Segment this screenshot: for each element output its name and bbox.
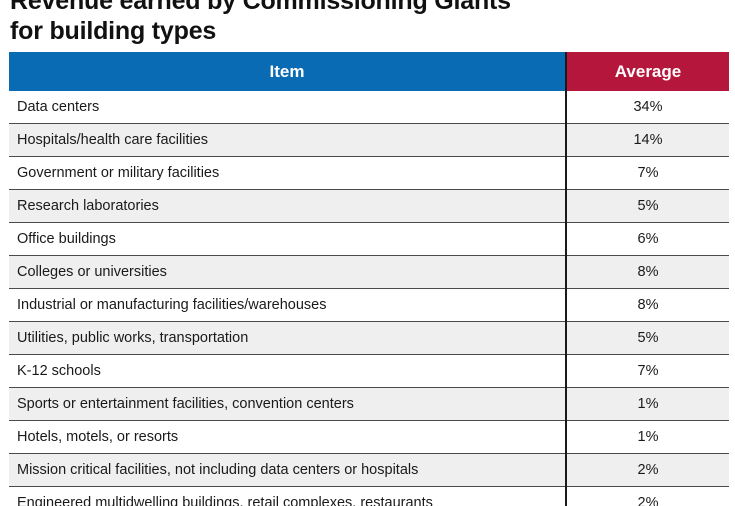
average-cell: 14% xyxy=(566,123,729,157)
average-cell: 7% xyxy=(566,354,729,388)
table-row: Hospitals/health care facilities 14% xyxy=(9,123,729,157)
table-row: Hotels, motels, or resorts 1% xyxy=(9,420,729,454)
item-cell: Sports or entertainment facilities, conv… xyxy=(9,387,567,421)
average-cell: 5% xyxy=(566,321,729,355)
table-row: K-12 schools 7% xyxy=(9,354,729,388)
average-cell: 34% xyxy=(566,91,729,124)
figure-title: Revenue earned by Commissioning Giants f… xyxy=(10,0,511,46)
table-row: Data centers 34% xyxy=(9,91,729,124)
table-row: Office buildings 6% xyxy=(9,222,729,256)
table-row: Mission critical facilities, not includi… xyxy=(9,453,729,487)
column-header-item: Item xyxy=(9,52,567,91)
table-row: Research laboratories 5% xyxy=(9,189,729,223)
table-row: Sports or entertainment facilities, conv… xyxy=(9,387,729,421)
figure-title-line-1: Revenue earned by Commissioning Giants xyxy=(10,0,511,15)
average-cell: 6% xyxy=(566,222,729,256)
table-row: Utilities, public works, transportation 5… xyxy=(9,321,729,355)
average-cell: 1% xyxy=(566,420,729,454)
table-row: Engineered multidwelling buildings, reta… xyxy=(9,486,729,506)
table-row: Industrial or manufacturing facilities/w… xyxy=(9,288,729,322)
item-cell: Mission critical facilities, not includi… xyxy=(9,453,567,487)
item-cell: Government or military facilities xyxy=(9,156,567,190)
column-header-average: Average xyxy=(566,52,729,91)
revenue-table: Item Average Data centers 34% Hospitals/he… xyxy=(9,52,729,506)
average-cell: 2% xyxy=(566,486,729,506)
item-cell: Utilities, public works, transportation xyxy=(9,321,567,355)
item-cell: K-12 schools xyxy=(9,354,567,388)
average-cell: 2% xyxy=(566,453,729,487)
item-cell: Office buildings xyxy=(9,222,567,256)
table-header-row: Item Average xyxy=(9,52,729,91)
item-cell: Research laboratories xyxy=(9,189,567,223)
average-cell: 7% xyxy=(566,156,729,190)
table-row: Colleges or universities 8% xyxy=(9,255,729,289)
item-cell: Data centers xyxy=(9,91,567,124)
table-body: Data centers 34% Hospitals/health care fac… xyxy=(9,91,729,506)
average-cell: 8% xyxy=(566,288,729,322)
item-cell: Hospitals/health care facilities xyxy=(9,123,567,157)
table-row: Government or military facilities 7% xyxy=(9,156,729,190)
item-cell: Industrial or manufacturing facilities/w… xyxy=(9,288,567,322)
item-cell: Colleges or universities xyxy=(9,255,567,289)
average-cell: 5% xyxy=(566,189,729,223)
item-cell: Engineered multidwelling buildings, reta… xyxy=(9,486,567,506)
item-cell: Hotels, motels, or resorts xyxy=(9,420,567,454)
average-cell: 8% xyxy=(566,255,729,289)
figure-title-line-2: for building types xyxy=(10,17,217,45)
average-cell: 1% xyxy=(566,387,729,421)
